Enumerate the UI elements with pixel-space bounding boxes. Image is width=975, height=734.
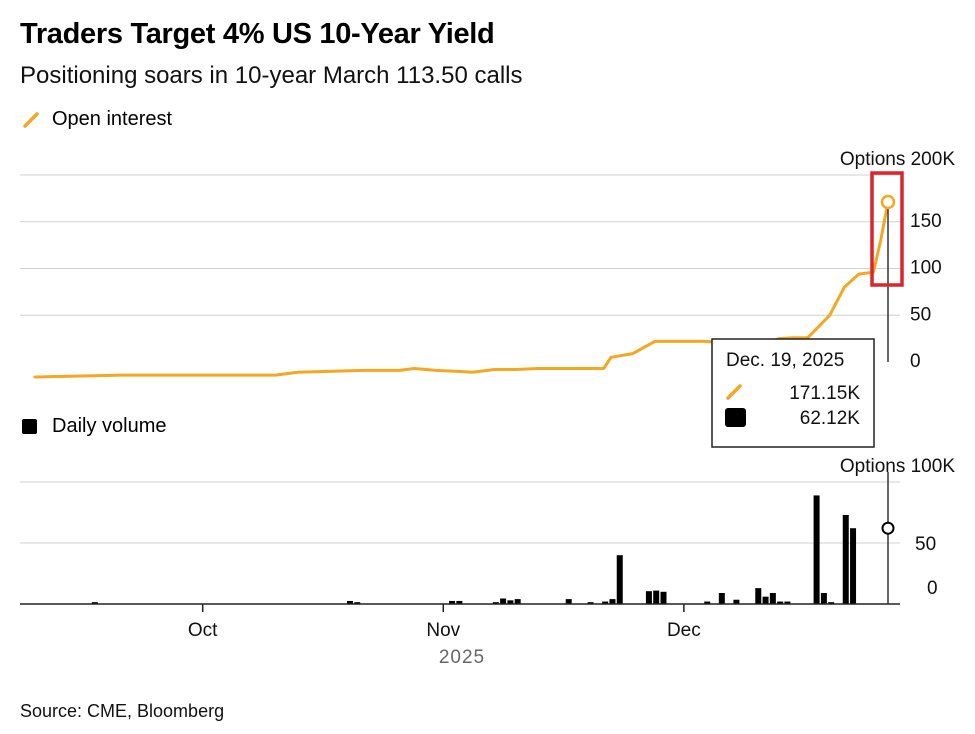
volume-bar bbox=[653, 590, 660, 604]
x-year-label: 2025 bbox=[439, 647, 485, 668]
tooltip-date: Dec. 19, 2025 bbox=[726, 350, 844, 371]
legend-open-interest: Open interest bbox=[22, 108, 172, 131]
volume-bar bbox=[514, 599, 521, 604]
source-note: Source: CME, Bloomberg bbox=[20, 701, 225, 721]
volume-bar bbox=[718, 593, 725, 604]
x-tick-dec: Dec bbox=[667, 620, 701, 641]
volume-bar bbox=[91, 602, 98, 604]
volume-bar bbox=[456, 600, 463, 604]
volume-bar bbox=[492, 602, 499, 604]
volume-bar bbox=[704, 601, 711, 604]
oi-unit-label: Options 200K bbox=[840, 149, 955, 170]
volume-bar bbox=[645, 591, 652, 604]
vol-ytick-0: 0 bbox=[927, 578, 938, 599]
legend-open-interest-label: Open interest bbox=[52, 108, 173, 130]
volume-bar bbox=[820, 593, 827, 604]
oi-ytick-0: 0 bbox=[910, 351, 921, 372]
vol-hover-point bbox=[881, 521, 895, 535]
legend-daily-volume: Daily volume bbox=[22, 415, 166, 438]
volume-bar bbox=[565, 599, 572, 604]
volume-bar bbox=[755, 588, 762, 604]
volume-bar bbox=[784, 601, 791, 604]
oi-ytick-100: 100 bbox=[910, 258, 942, 279]
highlight-box bbox=[870, 171, 904, 287]
chart-subtitle: Positioning soars in 10-year March 113.5… bbox=[20, 62, 523, 89]
volume-bar bbox=[660, 591, 667, 604]
volume-bar bbox=[602, 601, 609, 604]
oi-ytick-150: 150 bbox=[910, 211, 942, 232]
volume-bar bbox=[733, 599, 740, 604]
line-legend-icon bbox=[23, 111, 39, 128]
x-tick-oct: Oct bbox=[188, 620, 218, 641]
volume-bar bbox=[346, 600, 353, 604]
volume-bar bbox=[354, 602, 361, 604]
x-tick-nov: Nov bbox=[426, 620, 460, 641]
chart-title: Traders Target 4% US 10-Year Yield bbox=[20, 18, 495, 50]
tooltip-bar-icon bbox=[725, 408, 746, 427]
volume-bar bbox=[616, 555, 623, 604]
volume-bar bbox=[507, 600, 514, 604]
volume-bar bbox=[850, 528, 857, 604]
volume-bar bbox=[813, 495, 820, 604]
volume-bar bbox=[587, 602, 594, 604]
bar-legend-icon bbox=[22, 419, 37, 434]
volume-bar bbox=[449, 600, 456, 604]
open-interest-line bbox=[33, 200, 890, 379]
legend-daily-volume-label: Daily volume bbox=[52, 415, 167, 437]
volume-bar bbox=[769, 593, 776, 604]
oi-hover-point bbox=[880, 194, 896, 210]
volume-bar bbox=[828, 602, 835, 604]
vol-ytick-50: 50 bbox=[915, 534, 936, 555]
tooltip-volume: 62.12K bbox=[800, 408, 861, 429]
vol-unit-label: Options 100K bbox=[840, 456, 955, 477]
volume-bar bbox=[762, 596, 769, 604]
volume-bar bbox=[609, 599, 616, 604]
volume-bar bbox=[777, 601, 784, 604]
volume-bar bbox=[842, 514, 849, 604]
tooltip-line-icon bbox=[726, 384, 742, 400]
volume-bar bbox=[500, 598, 507, 604]
tooltip-box bbox=[711, 338, 875, 448]
oi-ytick-50: 50 bbox=[910, 304, 931, 325]
tooltip-open-interest: 171.15K bbox=[789, 383, 860, 404]
